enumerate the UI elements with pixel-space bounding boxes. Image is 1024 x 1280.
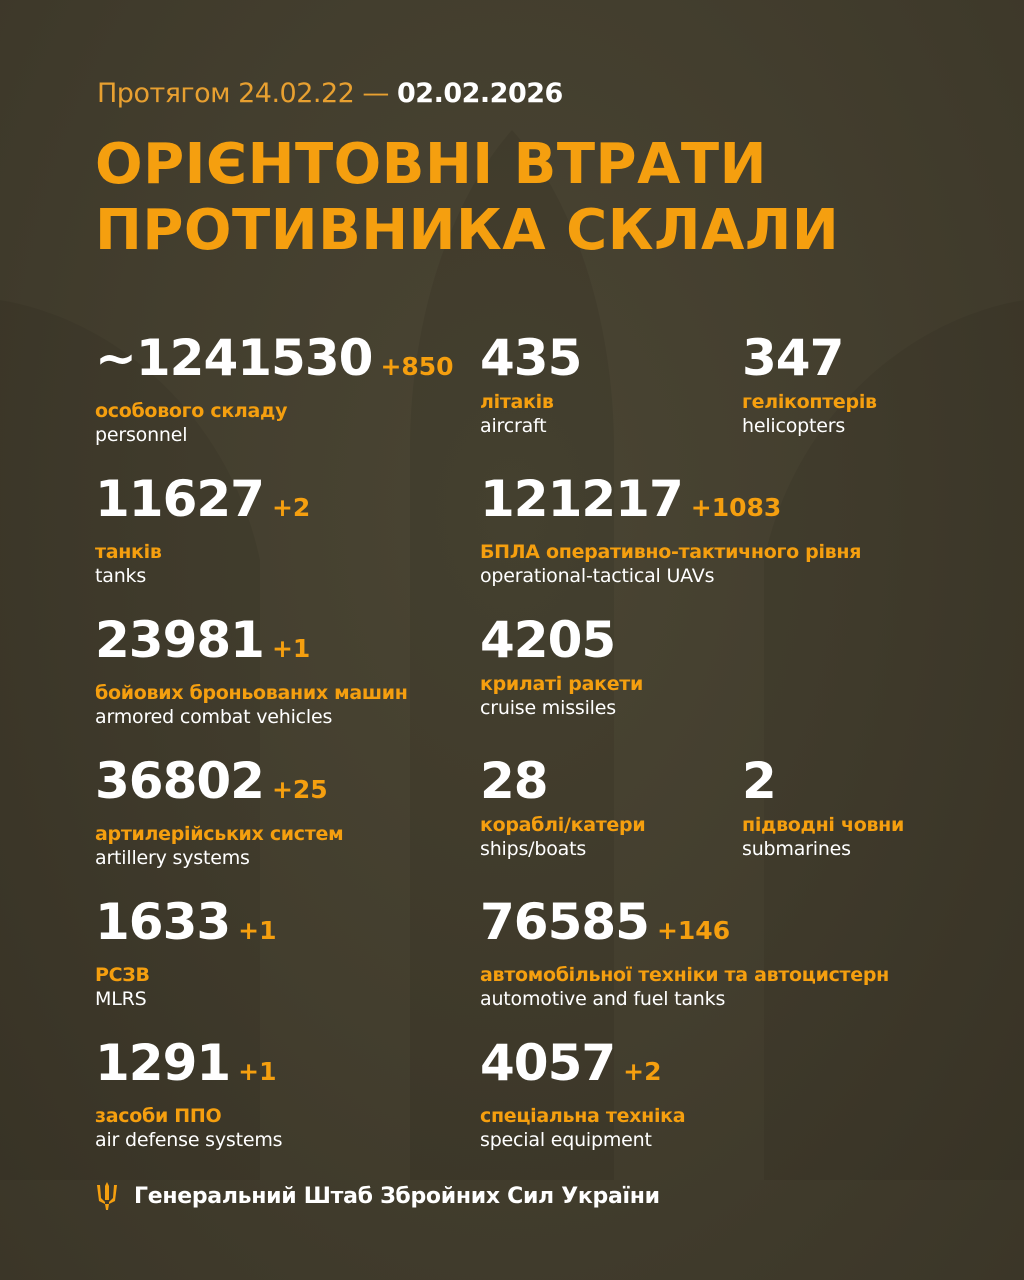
stat-delta: +1 [271, 634, 311, 663]
stat-number: 4057 [480, 1034, 616, 1092]
stat-label-ua: особового складу [95, 400, 288, 422]
stat-special-equipment: 4057 +2 спеціальна техніка special equipm… [480, 1035, 686, 1152]
stat-label-en: MLRS [95, 988, 147, 1010]
stat-label-en: armored combat vehicles [95, 706, 333, 728]
title-line-2: ПРОТИВНИКА СКЛАЛИ [95, 198, 840, 263]
stat-number: 1291 [95, 1034, 231, 1092]
footer: Генеральний Штаб Збройних Сил України [96, 1182, 660, 1210]
stat-value: 4057 +2 [480, 1035, 685, 1100]
period-prefix: Протягом 24.02.22 — [97, 78, 389, 109]
stat-value: ~1241530 +850 [95, 330, 454, 395]
stat-delta: +2 [623, 1057, 662, 1086]
stat-value: 76585 +146 [480, 894, 889, 959]
stat-label-ua: засоби ППО [95, 1105, 222, 1127]
stat-tanks: 11627 +2 танків tanks [95, 471, 310, 588]
stat-value: 2 [742, 753, 904, 809]
stat-number: ~1241530 [95, 329, 373, 387]
stat-label-en: special equipment [480, 1129, 652, 1151]
stat-ships-boats: 28 кораблі/катери ships/boats [480, 753, 646, 861]
stat-number: 36802 [95, 752, 265, 810]
stat-armored-combat-vehicles: 23981 +1 бойових броньованих машин armore… [95, 612, 408, 729]
stat-value: 4205 [480, 612, 643, 668]
stat-cruise-missiles: 4205 крилаті ракети cruise missiles [480, 612, 643, 720]
stat-number: 76585 [480, 893, 650, 951]
stat-label-ua: БПЛА оперативно-тактичного рівня [480, 541, 862, 563]
footer-org-name: Генеральний Штаб Збройних Сил України [134, 1183, 660, 1209]
stat-value: 28 [480, 753, 645, 809]
stat-delta: +850 [380, 352, 454, 381]
stat-value: 347 [742, 330, 877, 386]
stat-label-en: automotive and fuel tanks [480, 988, 726, 1010]
stat-number: 2 [742, 752, 777, 810]
stat-delta: +1 [238, 916, 277, 945]
title-line-1: ОРІЄНТОВНІ ВТРАТИ [95, 132, 767, 197]
stat-label-en: tanks [95, 565, 147, 587]
stat-number: 4205 [480, 611, 616, 669]
stat-label-ua: крилаті ракети [480, 673, 644, 695]
stat-personnel: ~1241530 +850 особового складу personnel [95, 330, 454, 447]
stat-label-ua: РСЗВ [95, 964, 150, 986]
stat-number: 1633 [95, 893, 231, 951]
stat-aircraft: 435 літаків aircraft [480, 329, 582, 438]
stat-helicopters: 347 гелікоптерів helicopters [742, 330, 877, 438]
stat-air-defense-systems: 1291 +1 засоби ППО air defense systems [95, 1035, 283, 1152]
stat-label-en: helicopters [742, 415, 846, 437]
stat-label-en: ships/boats [480, 838, 587, 860]
stat-delta: +146 [656, 916, 731, 945]
stat-delta: +2 [271, 493, 311, 522]
stat-artillery-systems: 36802 +25 артилерійських систем artillery… [95, 753, 344, 870]
report-date: 02.02.2026 [397, 78, 563, 109]
stat-label-en: submarines [742, 838, 851, 860]
stat-label-ua: бойових броньованих машин [95, 682, 408, 704]
stat-label-en: personnel [95, 424, 188, 446]
stat-number: 23981 [95, 611, 265, 669]
stat-value: 121217 +1083 [480, 471, 861, 536]
stat-mlrs: 1633 +1 РСЗВ MLRS [95, 894, 277, 1011]
stat-label-en: aircraft [480, 415, 547, 437]
stat-value: 435 [480, 329, 582, 387]
stat-value: 36802 +25 [95, 753, 343, 818]
stat-operational-tactical-uavs: 121217 +1083 БПЛА оперативно-тактичного р… [480, 471, 861, 588]
stat-label-ua: танків [95, 541, 162, 563]
stat-label-ua: літаків [480, 391, 554, 413]
stat-label-ua: гелікоптерів [742, 391, 877, 413]
stat-delta: +25 [271, 775, 328, 804]
trident-icon [97, 1182, 117, 1210]
stat-number: 11627 [95, 470, 265, 528]
page-title: ОРІЄНТОВНІ ВТРАТИ ПРОТИВНИКА СКЛАЛИ [95, 132, 839, 264]
stat-label-ua: автомобільної техніки та автоцистерн [480, 964, 889, 986]
stat-number: 435 [480, 329, 582, 387]
stat-label-ua: кораблі/катери [480, 814, 646, 836]
stat-label-en: air defense systems [95, 1129, 283, 1151]
stat-delta: +1083 [690, 493, 782, 522]
stat-submarines: 2 підводні човни submarines [742, 753, 904, 861]
period-subtitle: Протягом 24.02.22 — 02.02.2026 [97, 78, 563, 109]
stat-label-en: cruise missiles [480, 697, 616, 719]
stat-label-en: operational-tactical UAVs [480, 565, 715, 587]
stat-label-ua: підводні човни [742, 814, 905, 836]
stat-label-ua: артилерійських систем [95, 823, 344, 845]
stat-number: 347 [742, 329, 844, 387]
stat-value: 1291 +1 [95, 1035, 282, 1100]
stat-value: 23981 +1 [95, 612, 408, 677]
stat-value: 1633 +1 [95, 894, 277, 959]
stat-delta: +1 [238, 1057, 277, 1086]
stat-number: 121217 [480, 470, 684, 528]
stat-value: 11627 +2 [95, 471, 310, 536]
stat-label-en: artillery systems [95, 847, 250, 869]
stat-number: 28 [480, 752, 549, 810]
stat-automotive-and-fuel-tanks: 76585 +146 автомобільної техніки та автоц… [480, 894, 889, 1011]
stat-label-ua: спеціальна техніка [480, 1105, 686, 1127]
